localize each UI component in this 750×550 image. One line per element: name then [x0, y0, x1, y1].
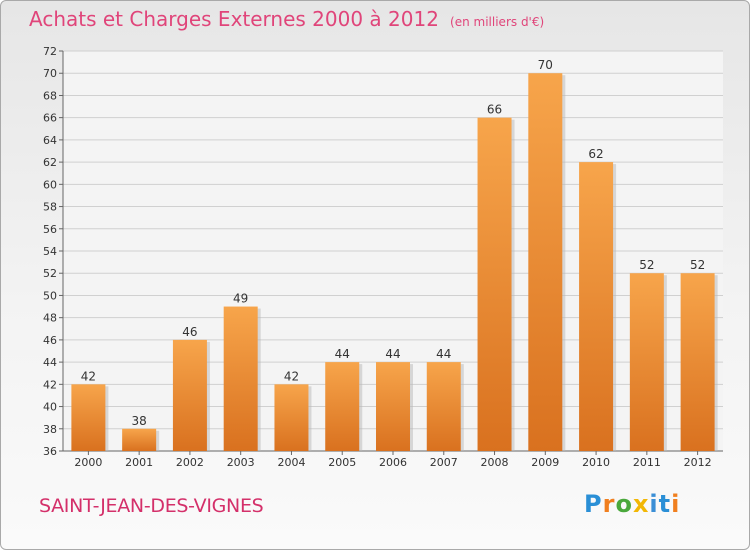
bar-value-label: 70 [538, 58, 553, 72]
y-tick-label: 60 [43, 178, 57, 191]
y-tick-label: 64 [43, 134, 57, 147]
x-tick-label: 2008 [481, 456, 509, 469]
bar-value-label: 49 [233, 292, 248, 306]
x-tick-label: 2006 [379, 456, 407, 469]
y-tick-label: 54 [43, 245, 57, 258]
chart-title: Achats et Charges Externes 2000 à 2012 (… [29, 7, 544, 31]
bar-value-label: 52 [690, 258, 705, 272]
bar-value-label: 38 [132, 414, 147, 428]
chart-title-text: Achats et Charges Externes 2000 à 2012 [29, 7, 439, 31]
y-tick-label: 50 [43, 289, 57, 302]
x-tick-label: 2005 [328, 456, 356, 469]
y-tick-label: 36 [43, 445, 57, 458]
bar-value-label: 62 [588, 147, 603, 161]
bar [223, 306, 258, 451]
bar-value-label: 42 [81, 369, 96, 383]
y-tick-label: 44 [43, 356, 57, 369]
x-tick-label: 2007 [430, 456, 458, 469]
y-tick-label: 72 [43, 45, 57, 58]
x-tick-label: 2000 [74, 456, 102, 469]
bar [528, 73, 563, 451]
bar [426, 362, 461, 451]
bar-value-label: 44 [436, 347, 451, 361]
bar [172, 339, 207, 451]
y-tick-label: 38 [43, 423, 57, 436]
x-tick-label: 2009 [531, 456, 559, 469]
bar [71, 384, 106, 451]
y-tick-label: 58 [43, 201, 57, 214]
bar-value-label: 42 [284, 369, 299, 383]
bar [629, 273, 664, 451]
bar-value-label: 46 [182, 325, 197, 339]
bar [680, 273, 715, 451]
y-tick-label: 62 [43, 156, 57, 169]
bar [376, 362, 410, 451]
x-tick-label: 2001 [125, 456, 153, 469]
x-tick-label: 2010 [582, 456, 610, 469]
y-tick-label: 46 [43, 334, 57, 347]
x-tick-label: 2011 [633, 456, 661, 469]
y-tick-label: 40 [43, 401, 57, 414]
x-tick-label: 2012 [684, 456, 712, 469]
bar [579, 162, 614, 451]
x-tick-label: 2003 [227, 456, 255, 469]
x-tick-label: 2004 [277, 456, 305, 469]
bar-value-label: 44 [385, 347, 400, 361]
y-tick-label: 42 [43, 378, 57, 391]
y-tick-label: 68 [43, 89, 57, 102]
y-tick-label: 70 [43, 67, 57, 80]
bar-value-label: 66 [487, 103, 502, 117]
bar [122, 428, 157, 451]
proxiti-logo: Proxiti [584, 490, 681, 518]
y-tick-label: 48 [43, 312, 57, 325]
bar [325, 362, 360, 451]
y-tick-label: 66 [43, 112, 57, 125]
x-tick-label: 2002 [176, 456, 204, 469]
chart-unit: (en milliers d'€) [450, 15, 545, 29]
bar-value-label: 52 [639, 258, 654, 272]
commune-name: SAINT-JEAN-DES-VIGNES [39, 495, 264, 517]
bar [274, 384, 309, 451]
bar [477, 117, 512, 452]
y-tick-label: 52 [43, 267, 57, 280]
y-tick-label: 56 [43, 223, 57, 236]
bar-value-label: 44 [335, 347, 350, 361]
